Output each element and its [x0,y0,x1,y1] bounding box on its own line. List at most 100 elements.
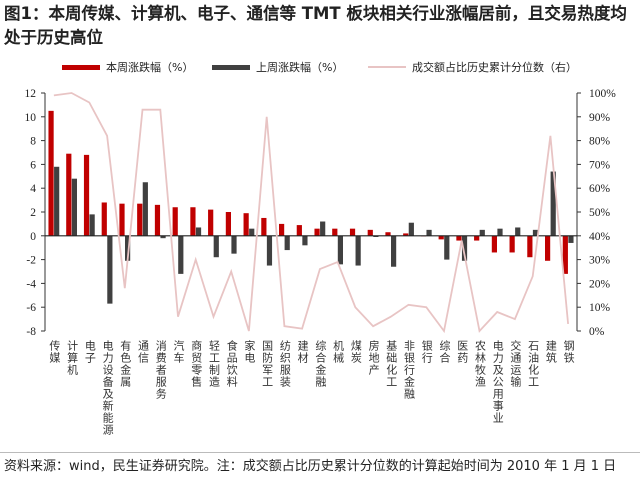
bar-this-week [190,207,196,236]
bar-this-week [48,110,54,236]
legend-this-week: 本周涨跌幅（%） [62,59,193,75]
legend-swatch-last-week [212,64,250,70]
bar-last-week [550,171,556,236]
bar-this-week [208,209,214,236]
bar-this-week [438,235,444,240]
category-label: 家电 [242,340,256,364]
left-axis-tick-label: 6 [30,159,36,171]
bar-this-week [367,229,373,236]
category-label: 传媒 [47,340,61,364]
bar-last-week [54,166,60,236]
bar-last-week [568,235,574,243]
bar-last-week [444,235,450,260]
bar-this-week [332,228,338,236]
left-axis-tick-label: -4 [26,278,36,290]
bar-last-week [195,227,202,236]
bar-this-week [509,235,515,253]
legend-label: 本周涨跌幅（%） [106,61,194,74]
bar-last-week [479,229,485,236]
bar-last-week [497,228,503,236]
right-axis-tick-label: 80% [589,136,611,148]
bar-last-week [231,235,237,254]
bar-last-week [160,235,166,239]
category-label: 有色金属 [118,340,132,388]
bar-this-week [385,232,391,236]
bar-last-week [337,235,343,265]
bar-last-week [142,182,148,236]
legend-swatch-percentile [368,66,406,68]
bar-last-week [515,227,521,236]
bar-this-week [403,233,409,236]
legend-label: 成交额占比历史累计分位数（右） [412,61,577,74]
right-axis-tick-label: 30% [589,255,611,267]
bar-this-week [137,203,143,236]
bar-this-week [314,228,320,236]
bar-this-week [279,223,285,236]
bar-last-week [320,221,326,236]
bar-last-week [107,235,113,304]
right-axis-tick-label: 10% [589,302,611,314]
bar-this-week [101,202,107,236]
category-label: 房地产 [367,340,381,376]
left-axis-tick-label: -2 [26,255,36,267]
category-label: 医药 [455,340,469,364]
left-axis-tick-label: 0 [30,231,36,243]
bar-this-week [474,235,480,241]
category-label: 建筑 [544,340,558,364]
category-label: 银行 [420,340,434,364]
bar-last-week [408,222,414,236]
bar-this-week [545,235,551,261]
left-axis-tick-label: -6 [26,302,36,314]
category-label: 煤炭 [349,340,363,364]
category-label: 非银行金融 [402,340,416,400]
category-label: 农林牧渔 [473,340,487,388]
right-axis-tick-label: 40% [589,231,611,243]
bar-last-week [391,235,397,267]
legend-last-week: 上周涨跌幅（%） [212,59,343,75]
bar-this-week [261,217,267,236]
left-axis-tick-label: 8 [30,136,36,148]
category-label: 钢铁 [562,340,576,364]
left-axis-tick-label: -8 [26,326,36,338]
category-label: 电力设备及新能源 [101,340,115,436]
bar-last-week [213,235,219,258]
right-axis-tick-label: 70% [589,159,611,171]
category-label: 基础化工 [384,340,398,388]
left-axis-tick-label: 10 [25,112,37,124]
left-axis-tick-label: 2 [30,207,36,219]
legend-percentile: 成交额占比历史累计分位数（右） [368,59,577,75]
bar-this-week [154,204,161,236]
bar-this-week [527,235,533,258]
bar-last-week [532,229,539,236]
category-label: 纺织服装 [278,340,292,388]
right-axis-tick-label: 50% [589,207,611,219]
bar-last-week [89,214,95,236]
category-label: 电子 [83,340,97,364]
bar-last-week [266,235,273,266]
bar-last-week [461,235,468,261]
category-label: 机械 [331,340,345,364]
bar-this-week [119,203,125,236]
bar-last-week [249,228,255,236]
category-label: 商贸零售 [189,340,203,388]
bar-this-week [225,212,231,236]
category-label: 轻工制造 [207,340,221,388]
chart-plot: 12 10 8 6 4 2 0 -2 -4 -6 -8 100% 90% 80% 70% 60% 50% 40% 3… [25,88,617,338]
bar-this-week [349,228,356,236]
right-axis-tick-label: 0% [589,326,605,338]
category-label: 交通运输 [508,340,522,388]
bar-this-week [66,153,72,236]
percentile-line [53,92,569,334]
right-axis-tick-label: 20% [589,278,611,290]
bar-this-week [491,235,497,253]
legend-label: 上周涨跌幅（%） [256,61,344,74]
category-label: 电力及公用事业 [491,340,505,424]
bar-last-week [302,235,308,246]
bar-last-week [71,178,77,236]
bar-this-week [243,213,249,236]
bar-last-week [355,235,361,266]
legend: 本周涨跌幅（%） 上周涨跌幅（%） 成交额占比历史累计分位数（右） [0,56,640,76]
bar-last-week [125,235,131,261]
right-axis-tick-label: 100% [589,88,616,100]
category-label: 汽车 [172,340,185,364]
